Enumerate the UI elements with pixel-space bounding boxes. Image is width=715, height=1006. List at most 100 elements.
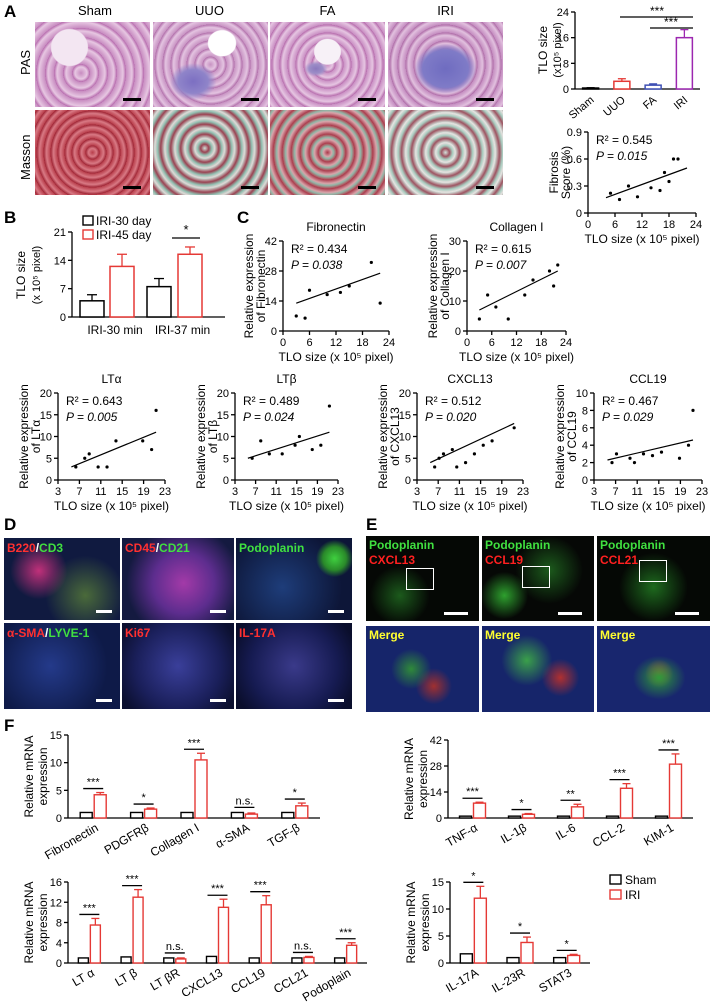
pas-fa-image xyxy=(270,22,385,107)
F3-ytick-label: 0 xyxy=(56,958,62,970)
F4-category-label: IL-23R xyxy=(489,965,527,995)
A-bar-sig-2: *** xyxy=(664,15,678,29)
F1-bar xyxy=(281,811,295,819)
B-sig: * xyxy=(183,222,188,237)
A-scatter-point xyxy=(608,191,613,195)
d-label-podoplanin: Podoplanin xyxy=(239,541,305,555)
A-scatter-ytick-label: 0.3 xyxy=(567,181,582,193)
C1-point xyxy=(294,314,298,318)
e-ccl21-image: Podoplanin CCL21 xyxy=(597,536,710,621)
panel-letter-a: A xyxy=(4,2,17,21)
A-bar-bar-uuo xyxy=(613,80,631,90)
C4-xtick-label: 19 xyxy=(311,486,323,498)
e-merge-label-1: Merge xyxy=(369,628,405,642)
A-bar-category-label: UUO xyxy=(601,94,628,119)
F4-ytick-label: 10 xyxy=(432,904,444,916)
C6-point xyxy=(677,456,682,460)
B-ytick-label: 21 xyxy=(54,227,66,239)
F4-sig: * xyxy=(565,938,570,950)
A-bar-ytick-label: 0 xyxy=(563,84,569,96)
C1-ytick-label: 14 xyxy=(265,296,277,308)
C1-ytick-label: 0 xyxy=(271,326,277,338)
C6-r2: R² = 0.467 xyxy=(602,394,659,408)
F2-ytick-label: 42 xyxy=(430,735,442,747)
C3-xtick-label: 15 xyxy=(116,486,128,498)
C5-point xyxy=(437,456,441,460)
A-scatter-xtick-label: 12 xyxy=(636,219,648,231)
F2-sig: * xyxy=(519,798,524,810)
C5-point xyxy=(433,465,437,469)
C4-point xyxy=(319,443,323,447)
F3-bar xyxy=(120,956,132,964)
pas-sham-image xyxy=(35,22,150,107)
B-ytick-label: 14 xyxy=(54,255,66,267)
C6-ylabel: Relative expression xyxy=(553,384,567,489)
col-title-fa: FA xyxy=(319,3,336,18)
C4-ytick-label: 0 xyxy=(223,475,229,487)
C6-ylabel2: of CCL19 xyxy=(565,411,579,462)
F1-category-label: α-SMA xyxy=(213,820,252,851)
C2-ylabel2: of Collagen I xyxy=(438,252,452,319)
A-scatter-xtick-label: 0 xyxy=(585,219,591,231)
panel-letter-d: D xyxy=(4,515,17,534)
F3-category-label: LT βR xyxy=(148,965,183,993)
e-label-podoplanin-3: Podoplanin xyxy=(600,538,666,552)
masson-iri-image xyxy=(388,110,503,195)
C1-p: P = 0.038 xyxy=(291,258,343,272)
C4-ylabel2: of LTβ xyxy=(206,420,220,453)
F2-category-label: IL-6 xyxy=(553,820,578,843)
C3-point xyxy=(105,465,109,469)
F4-bar xyxy=(473,897,488,964)
F1-bar xyxy=(79,811,93,819)
d-label-il17a: IL-17A xyxy=(239,626,276,640)
B-legend-swatch xyxy=(82,215,94,226)
C1-point xyxy=(325,292,329,297)
C3-xtick-label: 11 xyxy=(95,486,106,498)
col-title-iri: IRI xyxy=(437,3,454,18)
F4-sig: * xyxy=(471,870,476,882)
C6-point xyxy=(686,443,691,447)
C4-xtick-label: 15 xyxy=(291,486,303,498)
d-label-sep3: / xyxy=(45,626,49,640)
C5-xtick-label: 15 xyxy=(474,486,486,498)
C4-p: P = 0.024 xyxy=(243,410,295,424)
F2-category-label: TNF-α xyxy=(443,820,480,849)
F1-bar xyxy=(180,811,194,819)
B-bar xyxy=(109,265,135,318)
C2-point xyxy=(477,317,481,321)
d-label-cd21: CD21 xyxy=(159,541,190,555)
C4-point xyxy=(293,443,297,447)
d-cd45-cd21-image: CD45/CD21 xyxy=(122,538,234,620)
d-label-sep: / xyxy=(35,541,40,555)
F2-ylabel: Relative mRNA xyxy=(402,738,416,820)
A-scatter-point xyxy=(658,188,662,193)
C4-point xyxy=(297,434,301,439)
C5-ylabel: Relative expression xyxy=(376,384,390,489)
C3-point xyxy=(141,439,145,443)
C5-ytick-label: 5 xyxy=(405,453,411,465)
e-label-ccl19: CCL19 xyxy=(485,553,524,567)
C1-ylabel2: of Fibronectin xyxy=(254,250,268,323)
F1-sig: * xyxy=(141,792,146,804)
C6-point xyxy=(628,456,632,460)
F2-sig: *** xyxy=(613,768,627,780)
F1-ytick-label: 0 xyxy=(56,813,62,825)
B-ylabel2: (x 10⁵ pixel) xyxy=(31,246,43,304)
e-label-cxcl13: CXCL13 xyxy=(369,553,416,567)
d-label-lyve1: LYVE-1 xyxy=(48,626,90,640)
F3-ylabel2: expression xyxy=(36,893,50,951)
d-label-cd45: CD45 xyxy=(125,541,156,555)
F1-sig: * xyxy=(293,787,298,799)
C1-ytick-label: 42 xyxy=(265,236,277,248)
A-scatter-xtick-label: 6 xyxy=(612,219,618,231)
C3-point xyxy=(114,439,118,443)
C6-ytick-label: 4 xyxy=(582,440,588,452)
F4-category-label: STAT3 xyxy=(536,965,574,995)
C2-ytick-label: 30 xyxy=(449,236,461,248)
A-scatter-point xyxy=(676,157,680,161)
C5-xlabel: TLO size (x 10⁵ pixel) xyxy=(412,499,527,513)
F3-bar xyxy=(175,958,187,964)
F4-sig: * xyxy=(518,921,523,933)
F1-bar xyxy=(129,811,144,819)
F3-bar xyxy=(217,906,230,964)
